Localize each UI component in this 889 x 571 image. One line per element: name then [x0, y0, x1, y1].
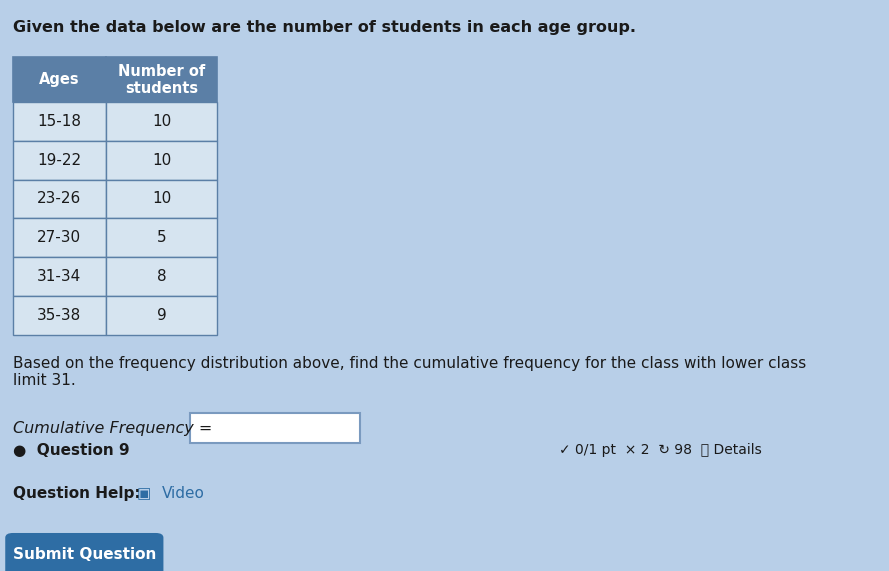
FancyBboxPatch shape — [106, 140, 218, 179]
FancyBboxPatch shape — [13, 140, 106, 179]
Text: 10: 10 — [152, 152, 171, 168]
FancyBboxPatch shape — [13, 218, 106, 257]
Text: 5: 5 — [156, 230, 166, 245]
Text: 15-18: 15-18 — [37, 114, 81, 129]
Text: ✓ 0/1 pt  × 2  ↻ 98  ⓘ Details: ✓ 0/1 pt × 2 ↻ 98 ⓘ Details — [558, 443, 761, 457]
Text: 8: 8 — [156, 269, 166, 284]
Text: Based on the frequency distribution above, find the cumulative frequency for the: Based on the frequency distribution abov… — [13, 356, 806, 388]
Text: 9: 9 — [156, 308, 166, 323]
Text: Submit Question: Submit Question — [12, 547, 156, 562]
Text: Ages: Ages — [39, 72, 80, 87]
Text: ●  Question 9: ● Question 9 — [13, 443, 130, 458]
Text: Video: Video — [162, 486, 204, 501]
Text: 35-38: 35-38 — [37, 308, 82, 323]
FancyBboxPatch shape — [106, 102, 218, 140]
Text: ▣: ▣ — [136, 486, 151, 501]
FancyBboxPatch shape — [13, 102, 106, 140]
Text: Given the data below are the number of students in each age group.: Given the data below are the number of s… — [13, 20, 636, 35]
Text: 10: 10 — [152, 191, 171, 207]
FancyBboxPatch shape — [13, 296, 106, 335]
FancyBboxPatch shape — [106, 218, 218, 257]
FancyBboxPatch shape — [13, 257, 106, 296]
FancyBboxPatch shape — [106, 257, 218, 296]
FancyBboxPatch shape — [106, 58, 218, 102]
Text: 19-22: 19-22 — [37, 152, 81, 168]
Text: 23-26: 23-26 — [37, 191, 82, 207]
Text: 27-30: 27-30 — [37, 230, 81, 245]
Text: Question Help:: Question Help: — [13, 486, 140, 501]
Text: 31-34: 31-34 — [37, 269, 82, 284]
FancyBboxPatch shape — [190, 413, 360, 444]
Text: Number of
students: Number of students — [118, 63, 205, 96]
Text: Cumulative Frequency =: Cumulative Frequency = — [13, 421, 212, 436]
FancyBboxPatch shape — [13, 58, 106, 102]
Text: 10: 10 — [152, 114, 171, 129]
FancyBboxPatch shape — [106, 296, 218, 335]
FancyBboxPatch shape — [106, 179, 218, 218]
FancyBboxPatch shape — [5, 533, 164, 571]
FancyBboxPatch shape — [13, 179, 106, 218]
